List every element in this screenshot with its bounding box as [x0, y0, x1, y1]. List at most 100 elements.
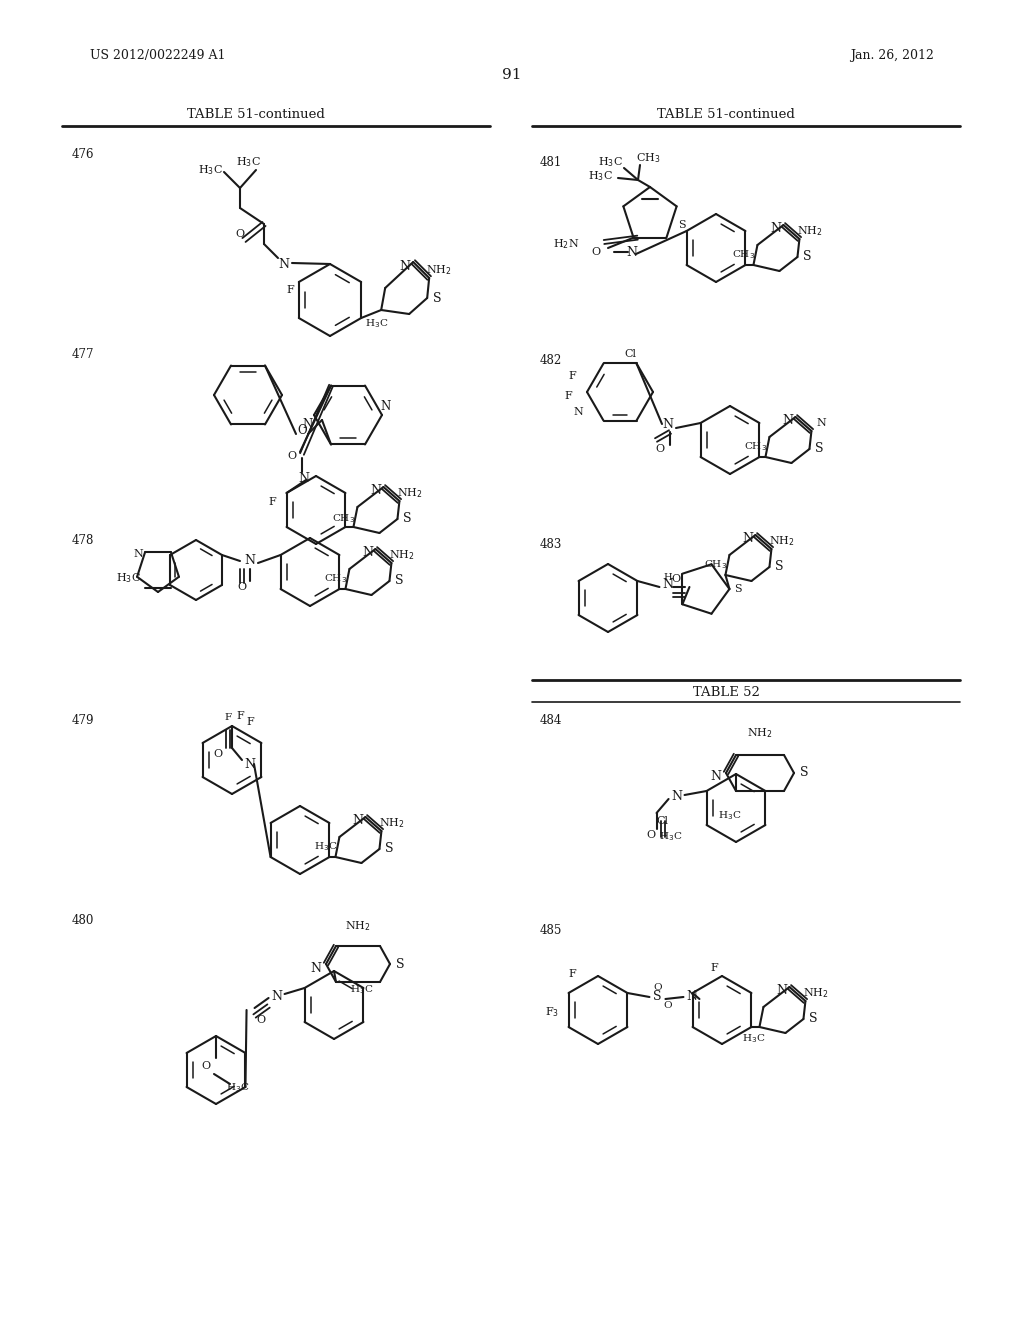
Text: CH$_3$: CH$_3$ [703, 558, 727, 572]
Text: S: S [809, 1012, 818, 1026]
Text: Jan. 26, 2012: Jan. 26, 2012 [850, 49, 934, 62]
Text: O: O [238, 582, 247, 591]
Text: 476: 476 [72, 149, 94, 161]
Text: F: F [710, 964, 718, 973]
Text: S: S [803, 251, 812, 264]
Text: O: O [655, 444, 665, 454]
Text: 481: 481 [540, 157, 562, 169]
Text: H$_3$C: H$_3$C [236, 154, 260, 169]
Text: 480: 480 [72, 913, 94, 927]
Text: F: F [568, 371, 575, 381]
Text: S: S [653, 990, 662, 1003]
Text: 478: 478 [72, 533, 94, 546]
Text: F$_3$: F$_3$ [545, 1005, 559, 1019]
Text: N: N [310, 961, 322, 974]
Text: N: N [245, 758, 256, 771]
Text: S: S [815, 442, 823, 455]
Text: N: N [279, 257, 290, 271]
Text: O: O [256, 1015, 265, 1026]
Text: 485: 485 [540, 924, 562, 936]
Text: F: F [237, 711, 244, 721]
Text: H$_3$C: H$_3$C [313, 841, 337, 854]
Text: NH$_2$: NH$_2$ [388, 548, 415, 562]
Text: N: N [776, 985, 787, 998]
Text: H$_3$C: H$_3$C [350, 983, 374, 997]
Text: H$_3$C: H$_3$C [198, 164, 222, 177]
Text: O: O [671, 574, 680, 583]
Text: F: F [246, 717, 254, 727]
Text: H$_3$C: H$_3$C [718, 809, 741, 822]
Text: O: O [664, 1001, 672, 1010]
Text: NH$_2$: NH$_2$ [769, 535, 795, 548]
Text: N: N [271, 990, 282, 1002]
Text: NH$_2$: NH$_2$ [797, 224, 822, 238]
Text: S: S [775, 561, 783, 573]
Text: H$_3$C: H$_3$C [588, 169, 612, 183]
Text: N: N [352, 814, 362, 828]
Text: S: S [800, 767, 808, 780]
Text: N: N [361, 546, 373, 560]
Text: F: F [224, 714, 231, 722]
Text: NH$_2$: NH$_2$ [396, 486, 422, 500]
Text: N: N [686, 990, 697, 1003]
Text: N: N [303, 418, 313, 432]
Text: CH$_3$: CH$_3$ [636, 150, 660, 165]
Text: N: N [573, 407, 583, 417]
Text: N: N [299, 471, 309, 484]
Text: F: F [268, 498, 275, 507]
Text: Cl: Cl [656, 816, 669, 826]
Text: S: S [385, 842, 393, 855]
Text: NH$_2$: NH$_2$ [748, 726, 773, 741]
Text: H$_3$C: H$_3$C [116, 572, 140, 585]
Text: NH$_2$: NH$_2$ [345, 919, 371, 933]
Text: O: O [236, 228, 245, 239]
Text: Cl: Cl [624, 348, 636, 359]
Text: O: O [213, 748, 222, 759]
Text: O: O [288, 451, 297, 461]
Text: TABLE 51-continued: TABLE 51-continued [187, 108, 325, 121]
Text: TABLE 52: TABLE 52 [692, 685, 760, 698]
Text: H$_3$C: H$_3$C [598, 154, 623, 169]
Text: 484: 484 [540, 714, 562, 726]
Text: CH$_3$: CH$_3$ [743, 441, 767, 453]
Text: H$_3$C: H$_3$C [366, 318, 389, 330]
Text: S: S [395, 957, 404, 970]
Text: NH$_2$: NH$_2$ [426, 263, 452, 277]
Text: NH$_2$: NH$_2$ [379, 816, 404, 830]
Text: N: N [711, 771, 722, 784]
Text: CH$_3$: CH$_3$ [732, 248, 755, 261]
Text: F: F [568, 969, 575, 979]
Text: O: O [653, 982, 662, 991]
Text: N: N [663, 417, 674, 430]
Text: CH$_3$: CH$_3$ [324, 573, 347, 585]
Text: O: O [202, 1061, 211, 1071]
Text: 482: 482 [540, 354, 562, 367]
Text: N: N [662, 578, 673, 591]
Text: O: O [646, 830, 655, 840]
Text: H$_3$C: H$_3$C [658, 830, 682, 843]
Text: N: N [770, 223, 781, 235]
Text: 483: 483 [540, 539, 562, 552]
Text: N: N [627, 246, 638, 259]
Text: S: S [433, 292, 441, 305]
Text: 91: 91 [502, 69, 522, 82]
Text: N: N [133, 549, 143, 558]
Text: N: N [816, 418, 826, 428]
Text: N: N [399, 260, 411, 272]
Text: F: F [286, 285, 294, 294]
Text: S: S [678, 220, 686, 230]
Text: US 2012/0022249 A1: US 2012/0022249 A1 [90, 49, 225, 62]
Text: H$_3$C: H$_3$C [226, 1081, 250, 1094]
Text: N: N [782, 414, 793, 428]
Text: NH$_2$: NH$_2$ [803, 986, 828, 1001]
Text: N: N [245, 554, 255, 568]
Text: N: N [381, 400, 391, 413]
Text: S: S [395, 574, 403, 587]
Text: 479: 479 [72, 714, 94, 726]
Text: H: H [664, 573, 672, 582]
Text: S: S [733, 583, 741, 594]
Text: O: O [592, 247, 600, 257]
Text: N: N [370, 484, 381, 498]
Text: 477: 477 [72, 348, 94, 362]
Text: CH$_3$: CH$_3$ [332, 512, 355, 525]
